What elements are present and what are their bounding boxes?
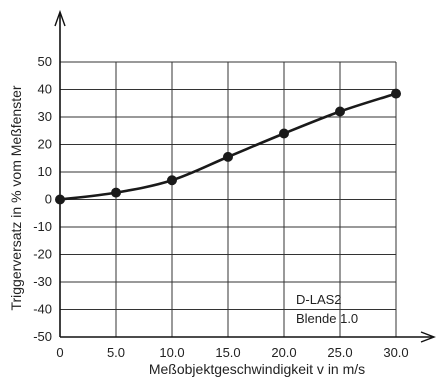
- y-tick-label: 10: [38, 164, 52, 179]
- y-axis-arrow: [54, 9, 66, 27]
- data-point: [111, 187, 121, 198]
- y-tick-label: 20: [38, 137, 52, 152]
- x-axis-arrow: [420, 331, 436, 343]
- data-point: [167, 175, 177, 186]
- y-tick-labels: 50 40 30 20 10 0 -10 -20 -30 -40 -50: [33, 54, 52, 344]
- annotation-line-1: D-LAS2: [296, 292, 342, 307]
- y-tick-label: -50: [33, 329, 52, 344]
- x-tick-label: 5.0: [107, 345, 125, 360]
- y-axis-label: Triggerversatz in % vom Meßfenster: [8, 85, 24, 310]
- annotation-line-2: Blende 1.0: [296, 311, 358, 326]
- data-point: [335, 106, 345, 117]
- x-tick-labels: 0 5.0 10.0 15.0 20.0 25.0 30.0: [56, 345, 408, 360]
- x-tick-label: 25.0: [327, 345, 352, 360]
- y-tick-label: 50: [38, 54, 52, 69]
- y-tick-label: 40: [38, 82, 52, 97]
- x-tick-label: 15.0: [215, 345, 240, 360]
- grid-lines: [59, 61, 397, 338]
- axes: [54, 9, 436, 343]
- y-tick-label: -10: [33, 219, 52, 234]
- data-point: [279, 128, 289, 139]
- x-tick-label: 10.0: [159, 345, 184, 360]
- data-point: [223, 151, 233, 162]
- y-tick-label: 30: [38, 109, 52, 124]
- data-point: [391, 88, 401, 99]
- y-tick-label: -20: [33, 247, 52, 262]
- y-tick-label: -40: [33, 302, 52, 317]
- data-point: [55, 194, 65, 205]
- x-tick-label: 20.0: [271, 345, 296, 360]
- data-series: [55, 88, 401, 205]
- y-tick-label: -30: [33, 274, 52, 289]
- x-axis-label: Meßobjektgeschwindigkeit v in m/s: [149, 361, 365, 377]
- y-tick-label: 0: [45, 192, 52, 207]
- x-tick-label: 30.0: [383, 345, 408, 360]
- x-tick-label: 0: [56, 345, 63, 360]
